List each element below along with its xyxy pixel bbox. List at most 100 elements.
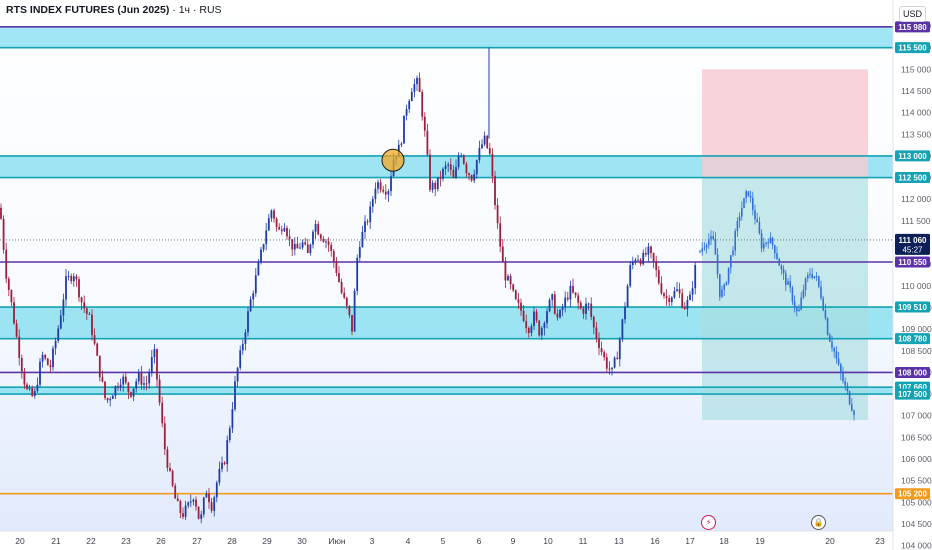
projected-candle-body	[851, 404, 853, 411]
candle-body	[436, 177, 439, 190]
candle-body	[574, 292, 577, 296]
currency-button[interactable]: USD	[898, 6, 926, 22]
candle-body	[590, 303, 593, 317]
stop-loss-zone	[702, 69, 868, 178]
candle-body	[343, 292, 346, 298]
level-price-tag	[895, 256, 930, 268]
candle-body	[660, 283, 663, 294]
candle-body	[356, 257, 359, 291]
price-tick-label: 113 500	[901, 129, 931, 139]
candle-body	[143, 383, 145, 385]
candle-body	[93, 335, 96, 344]
candle-body	[101, 377, 104, 382]
price-axis-background	[893, 0, 932, 550]
projected-candle-body	[756, 219, 758, 223]
time-tick-label: 11	[579, 536, 588, 546]
projected-candle-body	[780, 265, 783, 270]
candle-body	[663, 293, 665, 297]
projected-candle-body	[813, 276, 816, 278]
candle-body	[522, 310, 525, 321]
chart-title: RTS INDEX FUTURES (Jun 2025) · 1ч · RUS	[6, 4, 222, 16]
candle-body	[600, 348, 603, 353]
projected-candle-body	[743, 198, 745, 209]
projected-candle-body	[840, 364, 842, 374]
chart-markers	[381, 148, 405, 172]
price-axis[interactable]: 104 000 104 500 105 000 105 500 106 000 106 5…	[892, 0, 932, 550]
current-price-tag	[895, 233, 930, 255]
candle-body	[150, 357, 153, 373]
interval-label[interactable]: 1ч	[178, 4, 191, 16]
time-tick-label: 16	[650, 536, 660, 546]
projected-candle-body	[727, 267, 730, 283]
candle-body	[592, 316, 595, 328]
candle-body	[132, 388, 135, 397]
candle-body	[252, 293, 255, 300]
time-axis[interactable]: 20 21 22 23 26 27 28 29 30 Июн 3 4 5 6 9 10 11 13 16 17 18 19…	[0, 530, 893, 550]
candle-body	[639, 259, 642, 265]
time-tick-label: 18	[719, 536, 729, 546]
candle-body	[423, 116, 426, 131]
level-price-tag-label: 112 500	[898, 174, 927, 183]
candle-body	[23, 371, 26, 385]
candle-body	[59, 315, 62, 329]
candle-body	[561, 307, 564, 310]
candle-body	[257, 262, 260, 276]
candle-body	[548, 299, 551, 312]
current-price-label: 111 060	[898, 236, 927, 245]
projected-candle-body	[701, 248, 703, 252]
candle-body	[340, 281, 343, 293]
candle-body	[317, 223, 320, 235]
candle-body	[228, 428, 231, 441]
candle-body	[187, 502, 190, 506]
time-tick-label: 26	[156, 536, 166, 546]
candle-body	[306, 244, 309, 254]
time-tick-label: 4	[406, 536, 411, 546]
candle-body	[559, 309, 561, 318]
candle-body	[135, 381, 138, 389]
candle-body	[286, 227, 288, 237]
candle-body	[520, 302, 522, 311]
projected-candle-body	[846, 385, 849, 392]
candle-body	[335, 261, 338, 273]
candle-body	[572, 285, 574, 293]
level-price-tag	[895, 42, 930, 54]
candle-body	[236, 367, 239, 382]
time-tick-label: 20	[825, 536, 835, 546]
projected-candle-body	[703, 247, 706, 249]
time-tick-label: 6	[477, 536, 482, 546]
candle-body	[569, 285, 572, 300]
candle-body	[566, 297, 569, 300]
candle-body	[689, 294, 691, 300]
candle-body	[332, 250, 335, 262]
candle-body	[98, 355, 101, 378]
candle-body	[379, 182, 382, 190]
projected-candle-body	[738, 216, 741, 221]
candle-body	[535, 311, 538, 321]
candle-body	[205, 493, 208, 498]
candle-body	[137, 373, 140, 382]
candle-body	[28, 388, 31, 390]
candle-body	[616, 357, 619, 360]
candle-body	[512, 284, 515, 291]
candle-body	[273, 210, 275, 219]
candle-body	[288, 236, 291, 240]
candle-body	[644, 252, 647, 255]
projected-candle-body	[712, 236, 714, 240]
candle-body	[117, 386, 119, 388]
candle-body	[210, 502, 213, 511]
candle-body	[218, 468, 221, 483]
lock-icon[interactable]: 🔒	[811, 515, 826, 530]
projected-candle-body	[822, 298, 824, 311]
candle-body	[241, 343, 244, 351]
candle-body	[650, 246, 652, 253]
candle-body	[283, 227, 286, 232]
candle-body	[348, 305, 351, 315]
candle-body	[410, 91, 413, 102]
projected-candle-body	[760, 233, 763, 249]
candle-body	[390, 176, 392, 192]
candle-body	[457, 155, 460, 168]
candle-body	[158, 379, 161, 403]
symbol-name: RTS INDEX FUTURES (Jun 2025)	[6, 4, 170, 16]
lightning-icon[interactable]: ⚡	[701, 515, 716, 530]
